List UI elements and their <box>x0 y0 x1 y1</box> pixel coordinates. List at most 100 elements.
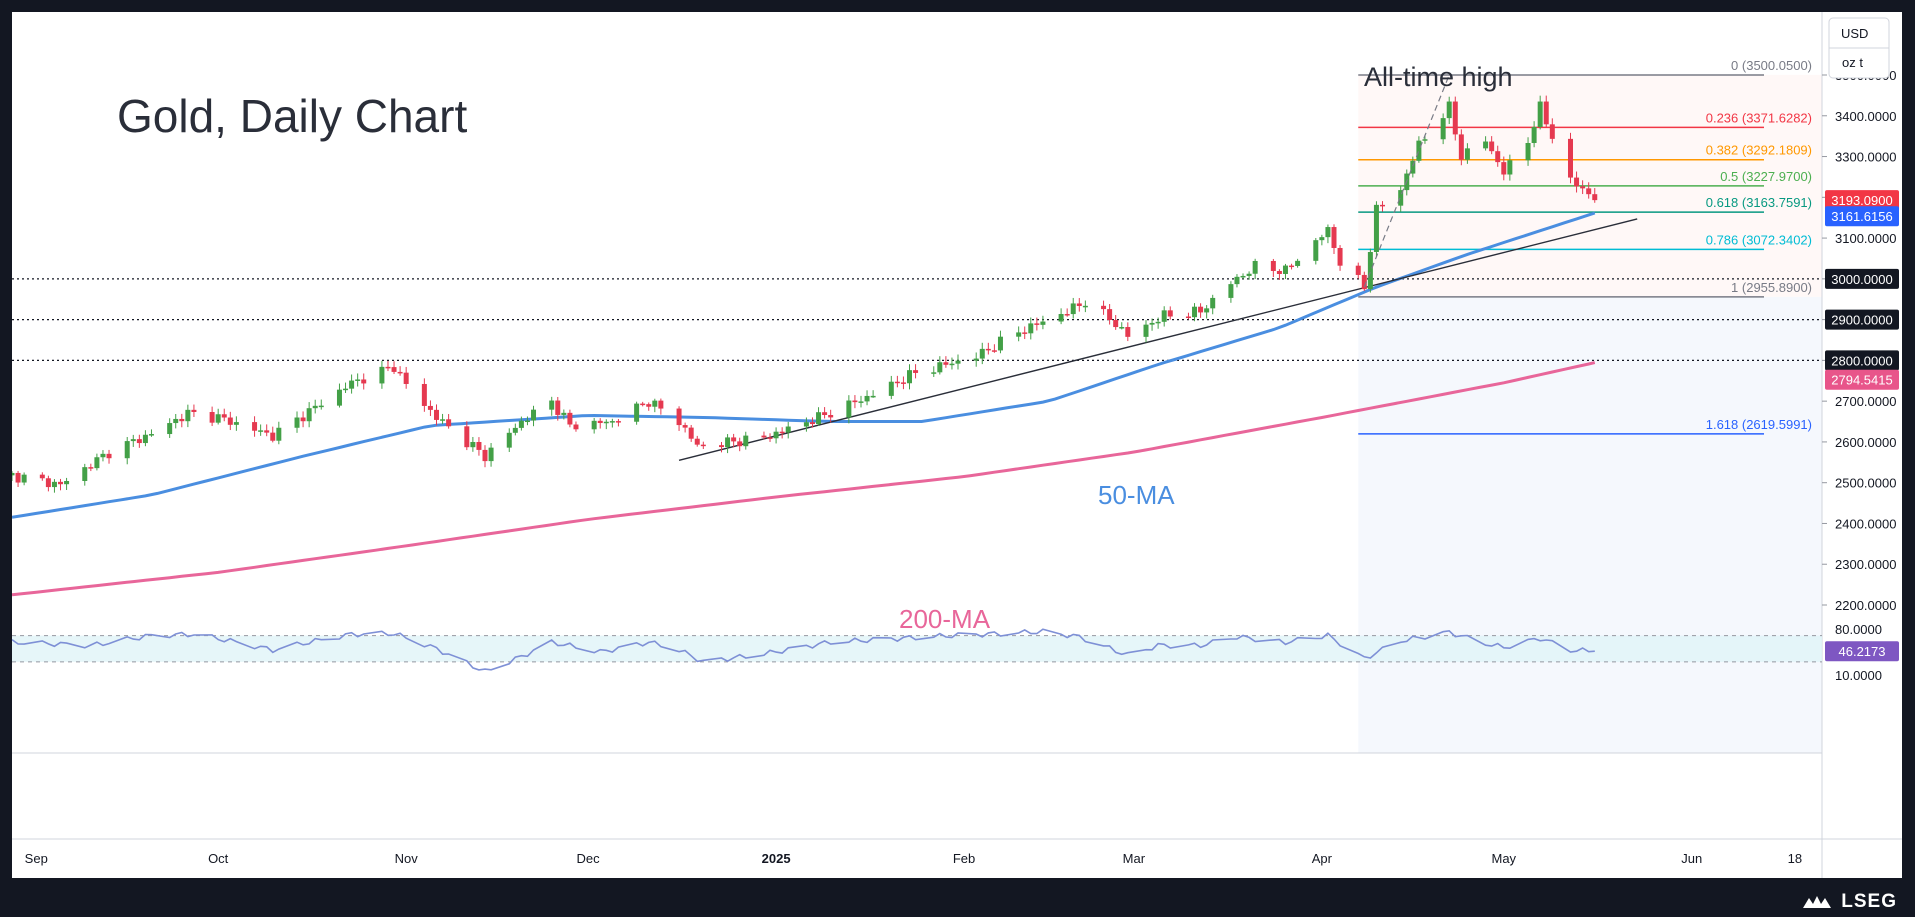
candle-body <box>1592 194 1598 201</box>
candle-body <box>640 403 646 406</box>
candle-body <box>209 412 215 423</box>
candle-body <box>167 423 173 435</box>
candle-body <box>1101 305 1107 310</box>
candle-body <box>1525 143 1531 161</box>
chart-title: Gold, Daily Chart <box>117 90 467 142</box>
candle-body <box>100 453 106 458</box>
trendline-path[interactable] <box>678 218 1638 461</box>
candle-body <box>555 400 561 415</box>
candle-body <box>1361 274 1367 290</box>
candle-body <box>1501 162 1507 175</box>
candle-body <box>421 383 427 406</box>
candle-body <box>1440 118 1446 140</box>
ma50-label: 50-MA <box>1098 480 1175 510</box>
candle-body <box>991 350 997 352</box>
candle-body <box>1373 204 1379 252</box>
candle-body <box>731 437 737 442</box>
level-2900-badge <box>1825 309 1899 330</box>
ma200-label: 200-MA <box>899 604 991 634</box>
last-price-badge <box>1825 190 1899 211</box>
candle-body <box>227 417 233 425</box>
candle-body <box>567 412 573 425</box>
trendline[interactable] <box>678 218 1638 461</box>
level-3000-badge-text: 3000.0000 <box>1831 272 1892 287</box>
ma200-line <box>12 361 1596 597</box>
price-tick: 2700.0000 <box>1835 394 1896 409</box>
ath-annotation: All-time high <box>1364 62 1513 92</box>
candle-body <box>646 404 652 407</box>
candle-body <box>88 467 94 469</box>
candle-body <box>1586 188 1592 195</box>
price-tick: 3100.0000 <box>1835 231 1896 246</box>
candle-body <box>955 360 961 364</box>
candle-body <box>1210 297 1216 309</box>
candle-body <box>45 478 51 488</box>
candle-body <box>51 481 57 488</box>
time-tick: 2025 <box>762 851 791 866</box>
candle-body <box>82 467 88 481</box>
candle-body <box>573 424 579 430</box>
candle-body <box>603 421 609 424</box>
candle-body <box>130 439 136 442</box>
chart-canvas: 0 (3500.0500) 0.236 (3371.6282) 0.382 (329… <box>12 12 1902 878</box>
candle-body <box>1282 265 1288 274</box>
unit-label: oz t <box>1842 55 1863 70</box>
candle-body <box>1464 148 1470 160</box>
candle-body <box>913 370 919 373</box>
candle-body <box>1167 310 1173 317</box>
candle-body <box>1246 273 1252 276</box>
candle-body <box>355 379 361 381</box>
candle-body <box>512 427 518 433</box>
candle-body <box>773 431 779 439</box>
price-tick: 2200.0000 <box>1835 598 1896 613</box>
candle-body <box>931 372 937 374</box>
brand-logo: LSEG <box>1801 891 1897 913</box>
candle-body <box>294 417 300 428</box>
candle-body <box>888 381 894 396</box>
candle-body <box>1082 305 1088 308</box>
candle-body <box>270 432 276 441</box>
price-tick: 2500.0000 <box>1835 476 1896 491</box>
candle-body <box>634 403 640 422</box>
candle-body <box>658 400 664 409</box>
time-tick: Feb <box>953 851 975 866</box>
candle-body <box>1452 101 1458 135</box>
level-2800-badge <box>1825 350 1899 371</box>
candle-body <box>1337 247 1343 266</box>
level-2900-badge-text: 2900.0000 <box>1831 313 1892 328</box>
candle-body <box>518 420 524 428</box>
price-tick: 3300.0000 <box>1835 150 1896 165</box>
candle-body <box>870 395 876 398</box>
candle-body <box>252 422 258 431</box>
time-tick: Dec <box>577 851 601 866</box>
candle-body <box>1143 324 1149 337</box>
ma200-path <box>12 361 1596 597</box>
time-tick: 18 <box>1788 851 1802 866</box>
candle-body <box>306 408 312 422</box>
level-3000-badge <box>1825 268 1899 289</box>
candle-body <box>694 438 700 445</box>
candle-body <box>124 441 130 459</box>
candle-body <box>21 474 27 483</box>
candle-body <box>1537 101 1543 127</box>
candle-body <box>470 441 476 448</box>
candle-body <box>809 422 815 425</box>
candle-body <box>997 336 1003 351</box>
candle-body <box>1149 322 1155 325</box>
candle-body <box>349 380 355 389</box>
candle-body <box>1319 237 1325 241</box>
price-chart[interactable]: 0 (3500.0500) 0.236 (3371.6282) 0.382 (329… <box>12 12 1902 878</box>
candle-body <box>343 388 349 391</box>
candle-body <box>1076 303 1082 306</box>
candle-body <box>1549 124 1555 139</box>
fib-label: 0.236 (3371.6282) <box>1706 110 1812 125</box>
candle-body <box>215 414 221 423</box>
candle-body <box>1113 319 1119 328</box>
candle-body <box>1422 139 1428 141</box>
candle-body <box>1567 138 1573 178</box>
candle-body <box>15 472 21 483</box>
candle-body <box>106 453 112 459</box>
candle-body <box>258 430 264 432</box>
time-axis[interactable]: Sep Oct Nov Dec 2025 Feb Mar Apr May Jun 18 <box>25 851 1802 866</box>
